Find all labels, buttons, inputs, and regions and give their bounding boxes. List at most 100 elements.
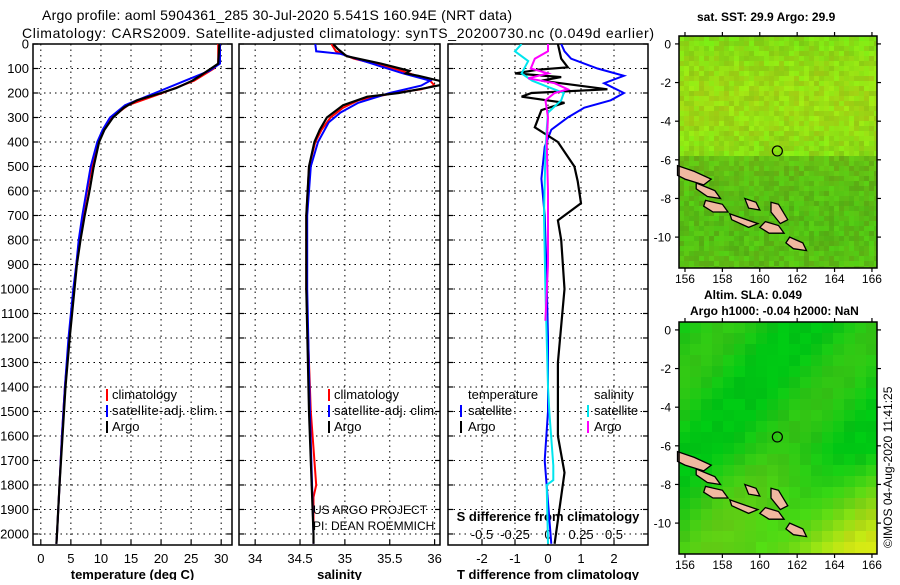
map-cell [679, 221, 684, 226]
map-cell [709, 91, 714, 96]
map-cell [778, 421, 789, 432]
map-cell [849, 61, 854, 66]
map-cell [844, 86, 849, 91]
map-cell [709, 106, 714, 111]
map-cell [844, 201, 849, 206]
map-cell [794, 226, 799, 231]
map-cell [689, 61, 694, 66]
map-cell [734, 465, 745, 476]
map-cell [723, 432, 734, 443]
map-cell [769, 51, 774, 56]
map-cell [866, 520, 877, 531]
map-cell [844, 61, 849, 66]
map-cell [839, 91, 844, 96]
map-cell [756, 421, 767, 432]
map-cell [789, 251, 794, 256]
map-cell [784, 186, 789, 191]
map-cell [734, 196, 739, 201]
map-cell [709, 36, 714, 41]
map-cell [709, 101, 714, 106]
map-cell [829, 91, 834, 96]
map-cell [744, 191, 749, 196]
map-cell [759, 86, 764, 91]
map-cell [804, 96, 809, 101]
map-cell [789, 221, 794, 226]
map-cell [789, 36, 794, 41]
map-cell [684, 81, 689, 86]
map-cell [749, 151, 754, 156]
map-cell [774, 81, 779, 86]
map-cell [694, 216, 699, 221]
map-cell [824, 136, 829, 141]
map-cell [764, 46, 769, 51]
map-cell [809, 36, 814, 41]
map-cell [694, 116, 699, 121]
map-cell [779, 251, 784, 256]
map-cell [844, 465, 855, 476]
map-cell [844, 131, 849, 136]
map-cell [724, 106, 729, 111]
map-cell [694, 51, 699, 56]
map-cell [712, 410, 723, 421]
map-cell [729, 146, 734, 151]
map-cell [778, 487, 789, 498]
map-cell [874, 111, 877, 116]
map-cell [719, 76, 724, 81]
map-cell [719, 116, 724, 121]
y-tick-label: 500 [7, 159, 29, 174]
map-cell [833, 366, 844, 377]
map-cell [844, 256, 849, 261]
map-cell [855, 509, 866, 520]
map-cell [833, 377, 844, 388]
map-cell [784, 251, 789, 256]
map-cell [799, 106, 804, 111]
y-tick-label: 700 [7, 208, 29, 223]
map-cell [709, 86, 714, 91]
float-position-marker [771, 145, 783, 157]
map-cell [690, 498, 701, 509]
map-cell [745, 322, 756, 333]
map-cell [814, 66, 819, 71]
map-cell [874, 106, 877, 111]
map-cell [829, 51, 834, 56]
map-cell [859, 136, 864, 141]
map-cell [769, 76, 774, 81]
x-axis-label: salinity [317, 567, 363, 580]
map-cell [744, 76, 749, 81]
map-cell [874, 126, 877, 131]
map-cell [833, 520, 844, 531]
map-cell [819, 216, 824, 221]
map-cell [764, 61, 769, 66]
map-cell [694, 101, 699, 106]
map-cell [754, 86, 759, 91]
island-shape [702, 199, 730, 213]
island-shape [758, 506, 786, 520]
map-cell [714, 106, 719, 111]
map-cell [804, 241, 809, 246]
map-cell [749, 131, 754, 136]
map-cell [839, 246, 844, 251]
map-cell [756, 443, 767, 454]
map-cell [789, 366, 800, 377]
map-cell [719, 51, 724, 56]
map-cell [699, 136, 704, 141]
map-cell [814, 221, 819, 226]
map-cell [789, 226, 794, 231]
map-cell [759, 216, 764, 221]
map-cell [694, 141, 699, 146]
map-cell [744, 151, 749, 156]
map-cell [814, 71, 819, 76]
lon-tick-label: 162 [787, 272, 807, 286]
map-cell [729, 66, 734, 71]
map-cell [822, 322, 833, 333]
map-cell [744, 246, 749, 251]
x-tick-label: 0 [37, 551, 44, 566]
map-cell [824, 246, 829, 251]
map-cell [679, 542, 690, 553]
map-cell [800, 366, 811, 377]
map-cell [729, 191, 734, 196]
map-cell [729, 246, 734, 251]
x-tick-label: 25 [184, 551, 198, 566]
map-cell [784, 66, 789, 71]
